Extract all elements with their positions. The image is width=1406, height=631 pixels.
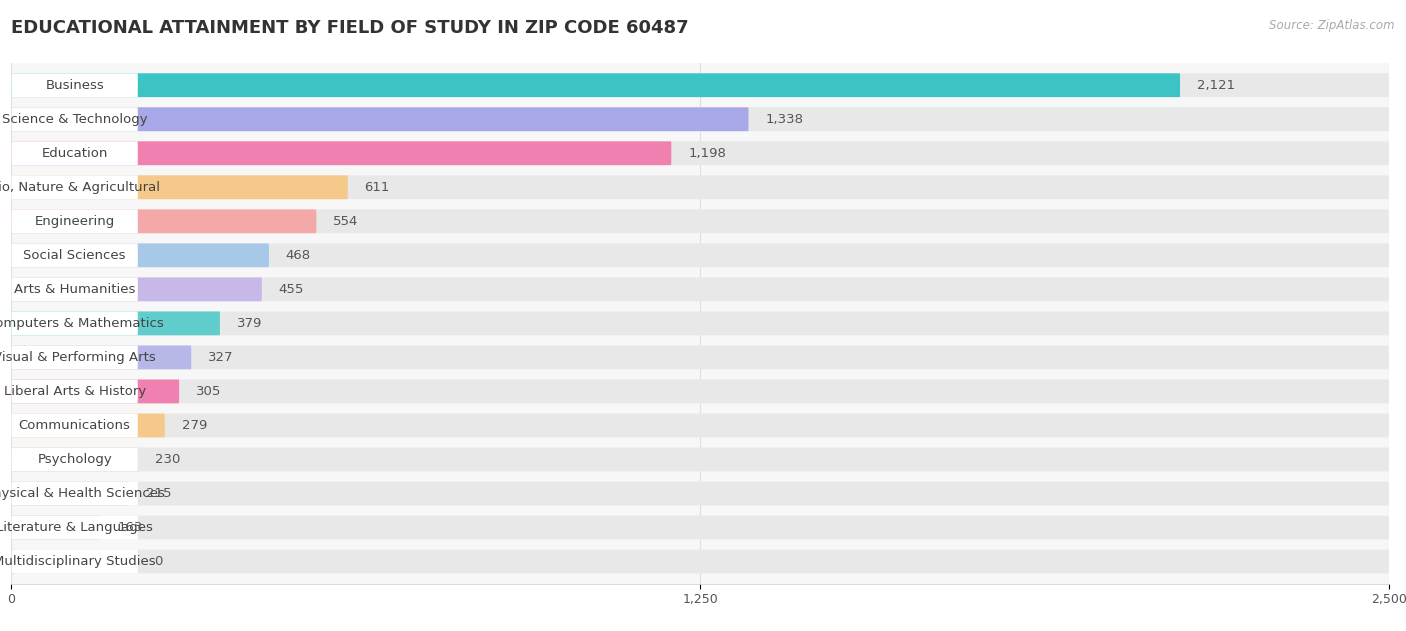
- FancyBboxPatch shape: [11, 175, 1389, 199]
- Text: 1,198: 1,198: [688, 147, 725, 160]
- FancyBboxPatch shape: [11, 516, 101, 540]
- Text: 1,338: 1,338: [765, 113, 803, 126]
- FancyBboxPatch shape: [11, 346, 1389, 369]
- FancyBboxPatch shape: [11, 447, 1389, 471]
- FancyBboxPatch shape: [11, 346, 138, 369]
- Text: Multidisciplinary Studies: Multidisciplinary Studies: [0, 555, 156, 568]
- FancyBboxPatch shape: [11, 278, 138, 301]
- FancyBboxPatch shape: [11, 209, 138, 233]
- FancyBboxPatch shape: [11, 481, 129, 505]
- FancyBboxPatch shape: [11, 346, 191, 369]
- FancyBboxPatch shape: [11, 141, 1389, 165]
- Text: Communications: Communications: [18, 419, 131, 432]
- Text: 379: 379: [236, 317, 262, 330]
- FancyBboxPatch shape: [11, 481, 1389, 505]
- Text: Education: Education: [41, 147, 108, 160]
- FancyBboxPatch shape: [11, 244, 269, 268]
- FancyBboxPatch shape: [11, 209, 316, 233]
- FancyBboxPatch shape: [11, 413, 165, 437]
- FancyBboxPatch shape: [11, 481, 138, 505]
- Text: 2,121: 2,121: [1197, 79, 1234, 91]
- FancyBboxPatch shape: [11, 73, 138, 97]
- FancyBboxPatch shape: [11, 175, 347, 199]
- Text: Science & Technology: Science & Technology: [1, 113, 148, 126]
- Text: 468: 468: [285, 249, 311, 262]
- FancyBboxPatch shape: [11, 107, 748, 131]
- FancyBboxPatch shape: [11, 379, 138, 403]
- Text: EDUCATIONAL ATTAINMENT BY FIELD OF STUDY IN ZIP CODE 60487: EDUCATIONAL ATTAINMENT BY FIELD OF STUDY…: [11, 19, 689, 37]
- FancyBboxPatch shape: [11, 413, 1389, 437]
- FancyBboxPatch shape: [11, 175, 138, 199]
- Text: Psychology: Psychology: [37, 453, 112, 466]
- FancyBboxPatch shape: [11, 312, 1389, 335]
- FancyBboxPatch shape: [11, 141, 671, 165]
- Text: 305: 305: [195, 385, 221, 398]
- FancyBboxPatch shape: [11, 209, 1389, 233]
- Text: 163: 163: [118, 521, 143, 534]
- Text: Literature & Languages: Literature & Languages: [0, 521, 153, 534]
- FancyBboxPatch shape: [11, 107, 138, 131]
- FancyBboxPatch shape: [11, 244, 1389, 268]
- FancyBboxPatch shape: [11, 141, 138, 165]
- FancyBboxPatch shape: [11, 107, 1389, 131]
- Text: Liberal Arts & History: Liberal Arts & History: [3, 385, 146, 398]
- FancyBboxPatch shape: [11, 312, 138, 335]
- FancyBboxPatch shape: [11, 516, 1389, 540]
- Text: 327: 327: [208, 351, 233, 364]
- FancyBboxPatch shape: [11, 379, 179, 403]
- Text: Source: ZipAtlas.com: Source: ZipAtlas.com: [1270, 19, 1395, 32]
- Text: Engineering: Engineering: [35, 215, 115, 228]
- FancyBboxPatch shape: [11, 379, 1389, 403]
- FancyBboxPatch shape: [11, 244, 138, 268]
- FancyBboxPatch shape: [11, 278, 262, 301]
- Text: Computers & Mathematics: Computers & Mathematics: [0, 317, 163, 330]
- Text: Social Sciences: Social Sciences: [24, 249, 127, 262]
- Text: 611: 611: [364, 181, 389, 194]
- FancyBboxPatch shape: [11, 447, 138, 471]
- Text: 230: 230: [155, 453, 180, 466]
- FancyBboxPatch shape: [11, 278, 1389, 301]
- FancyBboxPatch shape: [11, 413, 138, 437]
- FancyBboxPatch shape: [11, 550, 14, 574]
- Text: 554: 554: [333, 215, 359, 228]
- FancyBboxPatch shape: [11, 312, 219, 335]
- FancyBboxPatch shape: [11, 73, 1389, 97]
- Text: Bio, Nature & Agricultural: Bio, Nature & Agricultural: [0, 181, 160, 194]
- Text: Physical & Health Sciences: Physical & Health Sciences: [0, 487, 165, 500]
- Text: 455: 455: [278, 283, 304, 296]
- Text: Visual & Performing Arts: Visual & Performing Arts: [0, 351, 156, 364]
- Text: 215: 215: [146, 487, 172, 500]
- FancyBboxPatch shape: [11, 550, 1389, 574]
- FancyBboxPatch shape: [11, 550, 138, 574]
- FancyBboxPatch shape: [11, 516, 138, 540]
- Text: 0: 0: [155, 555, 163, 568]
- Text: Business: Business: [45, 79, 104, 91]
- FancyBboxPatch shape: [11, 73, 1180, 97]
- Text: Arts & Humanities: Arts & Humanities: [14, 283, 135, 296]
- Text: 279: 279: [181, 419, 207, 432]
- FancyBboxPatch shape: [11, 447, 138, 471]
